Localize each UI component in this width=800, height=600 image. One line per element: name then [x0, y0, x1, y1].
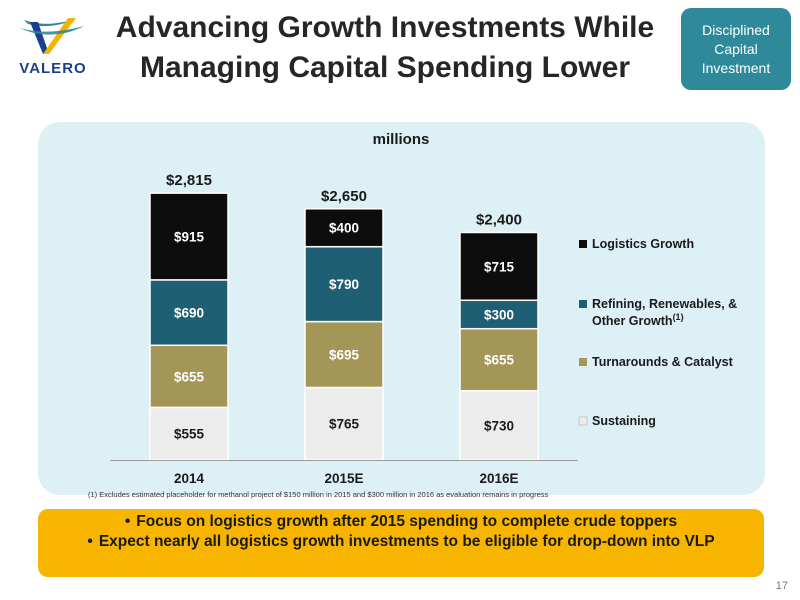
total-label-2016e: $2,400 — [476, 211, 522, 228]
data-label-2016e-1: $655 — [484, 353, 515, 368]
section-badge: Disciplined Capital Investment — [681, 8, 791, 90]
data-label-2016e-0: $730 — [484, 418, 514, 433]
legend-label-1-line2: Other Growth(1) — [592, 312, 684, 328]
data-label-2014-1: $655 — [174, 369, 205, 384]
callout-bullet-2: • Expect nearly all logistics growth inve… — [87, 533, 715, 550]
data-label-2015e-2: $790 — [329, 277, 359, 292]
page-number: 17 — [775, 580, 788, 592]
bar-2016e-1 — [459, 327, 539, 392]
legend-label-1-line1: Refining, Renewables, & — [592, 297, 737, 311]
legend-swatch-0 — [579, 240, 587, 248]
footnote: (1) Excludes estimated placeholder for m… — [88, 490, 549, 499]
bar-2014-3 — [149, 192, 229, 281]
data-label-2015e-1: $695 — [329, 348, 360, 363]
legend-footnote-marker: (1) — [673, 312, 684, 322]
data-label-2015e-3: $400 — [329, 221, 359, 236]
callout-bullet-1-text: Focus on logistics growth after 2015 spe… — [136, 513, 678, 530]
callout-bullet-1: • Focus on logistics growth after 2015 sp… — [124, 513, 678, 530]
legend-swatch-2 — [579, 358, 587, 366]
data-label-2014-2: $690 — [174, 306, 204, 321]
data-label-2016e-3: $715 — [484, 259, 515, 274]
data-label-2014-0: $555 — [174, 427, 205, 442]
bar-2015e-2 — [304, 245, 384, 323]
chart-title: millions — [373, 131, 430, 148]
valero-logo: VALERO — [10, 14, 96, 80]
valero-v-icon — [20, 18, 84, 54]
bar-2016e-2 — [459, 299, 539, 330]
data-label-2016e-2: $300 — [484, 307, 514, 322]
legend-swatch-3 — [578, 416, 588, 426]
data-label-2014-3: $915 — [174, 230, 205, 245]
total-label-2015e: $2,650 — [321, 188, 367, 205]
chart-panel: millions $555 $655 $690 $915 $2,815 2014 $765 $6… — [38, 122, 765, 495]
bar-2016e-3 — [459, 231, 539, 302]
x-tick-label-2014: 2014 — [174, 471, 205, 486]
bar-2015e-3 — [304, 208, 384, 248]
stacked-bar-chart: millions $555 $655 $690 $915 $2,815 2014 $765 $6… — [110, 131, 737, 486]
legend-label-2: Turnarounds & Catalyst — [592, 355, 734, 369]
legend-label-0: Logistics Growth — [592, 237, 694, 251]
x-tick-label-2016e: 2016E — [479, 471, 518, 486]
page-title: Advancing Growth Investments While Manag… — [115, 11, 655, 84]
bar-2014-1 — [149, 344, 229, 409]
legend-label-3: Sustaining — [592, 414, 656, 428]
data-label-2015e-0: $765 — [329, 417, 360, 432]
bar-2014-0 — [149, 406, 229, 461]
legend-swatch-1 — [579, 300, 587, 308]
callout-bullet-2-text: Expect nearly all logistics growth inves… — [98, 533, 715, 550]
x-tick-label-2015e: 2015E — [324, 471, 363, 486]
logo-wordmark: VALERO — [19, 60, 87, 77]
bar-2015e-1 — [304, 320, 384, 389]
key-points-callout: • Focus on logistics growth after 2015 sp… — [38, 509, 764, 577]
total-label-2014: $2,815 — [166, 172, 212, 189]
